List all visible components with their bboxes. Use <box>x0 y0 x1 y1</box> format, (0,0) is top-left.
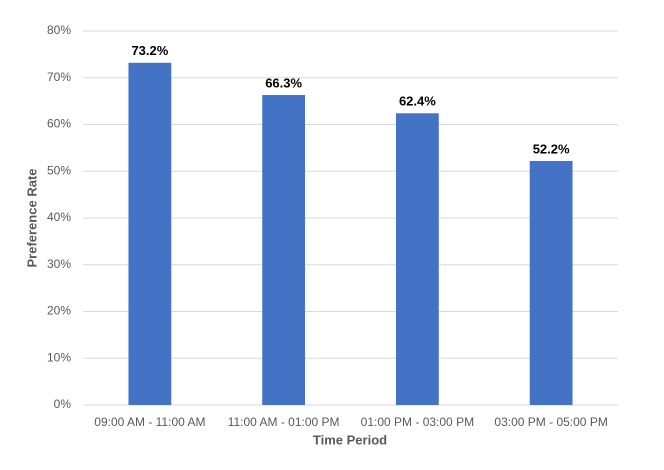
bar <box>529 160 573 405</box>
y-tick-label: 30% <box>47 257 71 271</box>
y-tick-label: 60% <box>47 117 71 131</box>
bar <box>128 62 172 405</box>
value-label: 73.2% <box>131 43 168 58</box>
y-tick-label: 70% <box>47 70 71 84</box>
x-axis-title: Time Period <box>313 432 387 447</box>
value-label: 52.2% <box>533 141 570 156</box>
y-axis-title: Preference Rate <box>24 169 39 268</box>
x-tick-label: 11:00 AM - 01:00 PM <box>228 415 340 429</box>
y-tick-label: 80% <box>47 23 71 37</box>
y-tick-label: 40% <box>47 210 71 224</box>
x-tick-label: 09:00 AM - 11:00 AM <box>94 415 205 429</box>
value-label: 66.3% <box>265 75 302 90</box>
x-tick-label: 01:00 PM - 03:00 PM <box>361 415 474 429</box>
bar <box>262 95 306 406</box>
y-tick-label: 10% <box>47 350 71 364</box>
y-tick-label: 20% <box>47 304 71 318</box>
x-tick-label: 03:00 PM - 05:00 PM <box>494 415 607 429</box>
y-tick-label: 0% <box>54 397 72 411</box>
value-label: 62.4% <box>399 94 436 109</box>
y-tick-label: 50% <box>47 163 71 177</box>
bar <box>395 113 439 405</box>
